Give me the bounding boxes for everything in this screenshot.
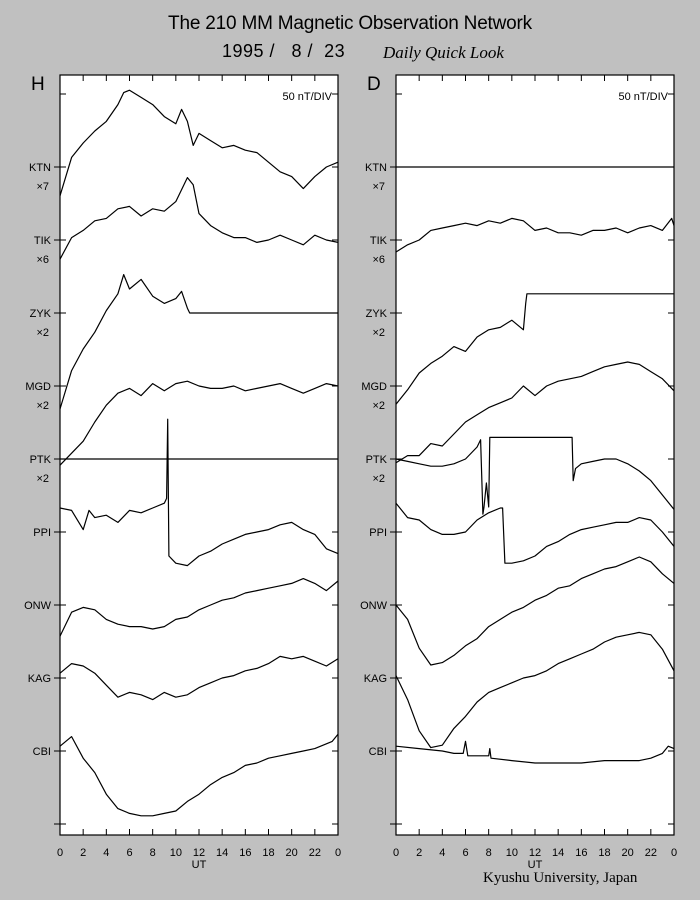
d-station-label: ZYK [366, 308, 388, 320]
h-x-axis-label: UT [192, 859, 207, 871]
h-x-tick-label: 16 [239, 847, 251, 859]
h-x-tick-label: 0 [335, 847, 341, 859]
h-trace-ktn [59, 89, 339, 196]
d-panel-label: D [367, 74, 381, 95]
h-x-tick-label: 6 [126, 847, 132, 859]
h-x-tick-label: 4 [103, 847, 109, 859]
d-trace-onw [395, 556, 675, 666]
d-station-label: PPI [369, 527, 387, 539]
d-trace-tik [395, 217, 675, 253]
d-trace-ptk [395, 436, 675, 515]
h-station-label: ONW [24, 600, 52, 612]
h-plot-frame [59, 74, 339, 836]
h-x-tick-label: 10 [170, 847, 182, 859]
d-trace-ppi [395, 502, 675, 564]
h-station-label: PTK [30, 454, 52, 466]
chart-title: The 210 MM Magnetic Observation Network [168, 13, 532, 34]
h-x-tick-label: 20 [286, 847, 298, 859]
d-trace-cbi [395, 740, 675, 764]
d-x-tick-label: 22 [645, 847, 657, 859]
h-panel-label: H [31, 74, 45, 95]
d-x-tick-label: 20 [622, 847, 634, 859]
d-x-axis-label: UT [528, 859, 543, 871]
h-trace-ppi [59, 418, 339, 567]
d-x-tick-label: 18 [598, 847, 610, 859]
d-x-tick-label: 6 [462, 847, 468, 859]
h-x-tick-label: 8 [150, 847, 156, 859]
d-station-label: ONW [360, 600, 388, 612]
h-x-tick-label: 0 [57, 847, 63, 859]
d-station-label: CBI [369, 746, 387, 758]
h-station-scale: ×7 [36, 181, 49, 193]
h-component-panel: 0 2 4 6 8 10 12 14 16 18 20 22 0 UT H 50 nT/DIV KTN ×7 TIK… [24, 74, 341, 871]
h-x-tick-label: 14 [216, 847, 228, 859]
d-x-tick-label: 0 [671, 847, 677, 859]
h-trace-zyk [59, 274, 338, 410]
d-x-tick-label: 8 [486, 847, 492, 859]
h-station-scale: ×2 [36, 327, 49, 339]
d-trace-zyk [395, 293, 674, 405]
h-x-tick-label: 2 [80, 847, 86, 859]
h-station-label: KTN [29, 162, 51, 174]
h-scale-label: 50 nT/DIV [282, 91, 332, 103]
d-station-label: MGD [361, 381, 387, 393]
d-station-label: KTN [365, 162, 387, 174]
h-station-label: PPI [33, 527, 51, 539]
d-station-scale: ×7 [372, 181, 385, 193]
d-x-tick-label: 0 [393, 847, 399, 859]
h-trace-cbi [59, 733, 339, 817]
h-station-label: MGD [25, 381, 51, 393]
observation-date: 1995 / 8 / 23 [222, 41, 346, 61]
d-station-scale: ×2 [372, 327, 385, 339]
d-x-tick-label: 12 [529, 847, 541, 859]
h-x-tick-label: 12 [193, 847, 205, 859]
institution-credit: Kyushu University, Japan [483, 870, 638, 886]
d-station-scale: ×2 [372, 473, 385, 485]
d-station-label: PTK [366, 454, 388, 466]
d-x-tick-label: 14 [552, 847, 564, 859]
h-station-scale: ×6 [36, 254, 49, 266]
h-trace-kag [59, 655, 339, 701]
h-station-label: KAG [28, 673, 51, 685]
h-station-label: TIK [34, 235, 52, 247]
d-x-tick-label: 2 [416, 847, 422, 859]
d-scale-label: 50 nT/DIV [618, 91, 668, 103]
h-x-tick-label: 18 [262, 847, 274, 859]
d-station-label: TIK [370, 235, 388, 247]
d-plot-frame [395, 74, 675, 836]
h-station-label: CBI [33, 746, 51, 758]
d-station-label: KAG [364, 673, 387, 685]
h-station-scale: ×2 [36, 473, 49, 485]
d-component-panel: 0 2 4 6 8 10 12 14 16 18 20 22 0 UT D 50 nT/DIV KTN ×7 TIK… [360, 74, 677, 871]
d-trace-kag [395, 631, 675, 749]
h-station-scale: ×2 [36, 400, 49, 412]
d-station-scale: ×6 [372, 254, 385, 266]
h-station-label: ZYK [30, 308, 52, 320]
h-x-tick-label: 22 [309, 847, 321, 859]
h-trace-onw [59, 577, 339, 637]
chart-subtitle: Daily Quick Look [383, 43, 504, 62]
d-x-tick-label: 4 [439, 847, 445, 859]
d-trace-mgd [395, 361, 675, 464]
d-x-tick-label: 16 [575, 847, 587, 859]
d-x-tick-label: 10 [506, 847, 518, 859]
h-trace-mgd [59, 380, 339, 466]
d-station-scale: ×2 [372, 400, 385, 412]
h-trace-tik [59, 177, 339, 260]
